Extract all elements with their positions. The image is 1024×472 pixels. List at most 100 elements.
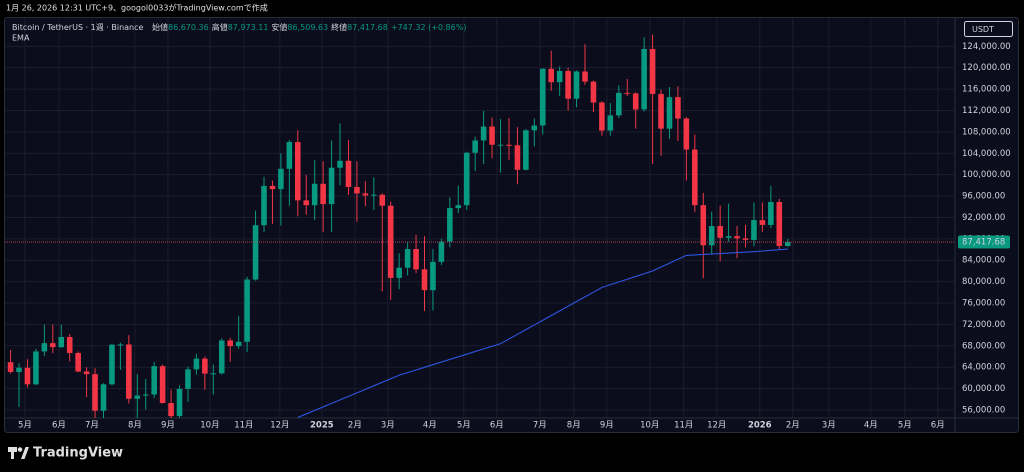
y-tick-label: 84,000.00 — [962, 256, 1005, 266]
y-tick-label: 60,000.00 — [962, 384, 1005, 394]
candle-body — [751, 220, 757, 240]
y-tick-label: 64,000.00 — [962, 363, 1005, 373]
candle-body — [109, 344, 115, 385]
candle-body — [582, 71, 588, 82]
y-tick-label: 108,000.00 — [962, 127, 1011, 137]
x-tick-label: 2026 — [748, 421, 772, 431]
candle-body — [700, 205, 707, 246]
candle-body — [210, 373, 217, 375]
x-tick-label: 12月 — [270, 421, 289, 431]
candle-body — [776, 201, 783, 246]
candle-body — [286, 142, 293, 169]
ema-line — [297, 248, 788, 418]
candle-body — [480, 126, 487, 141]
symbol: Bitcoin / TetherUS · 1週 · Binance — [12, 23, 144, 32]
candle-body — [489, 126, 495, 145]
currency[interactable]: USDT — [972, 25, 994, 34]
candle-body — [387, 205, 394, 278]
logo-shape — [11, 447, 14, 459]
x-tick-label: 5月 — [457, 421, 471, 431]
x-tick-label: 6月 — [52, 421, 66, 431]
x-tick-label: 2025 — [310, 421, 334, 431]
candle-body — [134, 395, 141, 399]
candle-body — [548, 68, 554, 83]
legend-change: +747.32 (+0.86%) — [391, 23, 467, 32]
candle-body — [497, 144, 504, 146]
candle-body — [768, 201, 774, 225]
candle-body — [683, 118, 690, 150]
grid — [5, 18, 955, 418]
candle-body — [269, 185, 276, 190]
candle-body — [759, 220, 766, 225]
candle-body — [624, 92, 631, 94]
y-tick-label: 112,000.00 — [962, 106, 1011, 116]
candle-body — [734, 236, 740, 239]
candle-body — [252, 225, 259, 280]
candle-body — [92, 374, 98, 411]
candle-body — [463, 152, 470, 206]
legend-value: 87,417.68 — [347, 23, 388, 32]
candle-body — [784, 241, 791, 246]
legend-label: 終値 — [331, 22, 347, 32]
candle-body — [311, 183, 318, 206]
y-tick-label: 80,000.00 — [962, 277, 1005, 287]
candle-body — [725, 236, 732, 238]
x-tick-label: 9月 — [161, 421, 175, 431]
chart-panel — [4, 17, 1019, 433]
candle-body — [278, 168, 284, 190]
y-tick-label: 68,000.00 — [962, 341, 1005, 351]
currency-box[interactable] — [964, 21, 1013, 37]
y-tick-label: 120,000.00 — [962, 63, 1011, 73]
axes: 56,000.00 60,000.00 64,000.00 68,000.00 72,0… — [18, 42, 1011, 431]
candle-body — [641, 49, 647, 110]
x-tick-label: 6月 — [931, 421, 945, 431]
y-tick-label: 116,000.00 — [962, 85, 1011, 95]
candle-body — [742, 238, 749, 240]
candle-body — [362, 193, 369, 196]
x-tick-label: 3月 — [822, 421, 836, 431]
candle-body — [16, 367, 22, 372]
legend-value: 86,509.63 — [287, 23, 328, 32]
logo-shape — [17, 447, 23, 452]
candle-body — [666, 97, 673, 129]
indicator-name: EMA — [12, 34, 30, 43]
candle-body — [523, 130, 529, 170]
candle-body — [379, 194, 386, 206]
candle-body — [100, 384, 107, 411]
legend-label: 始値 — [152, 22, 168, 32]
x-tick-label: 5月 — [898, 421, 912, 431]
candle-body — [447, 208, 453, 242]
candle-body — [218, 340, 225, 374]
candle-body — [75, 353, 81, 372]
x-tick-label: 7月 — [85, 421, 99, 431]
candle-body — [692, 149, 698, 206]
candle-body — [616, 92, 622, 116]
candle-body — [708, 226, 715, 246]
y-tick-label: 56,000.00 — [962, 405, 1005, 415]
candle-body — [176, 388, 183, 417]
y-tick-label: 100,000.00 — [962, 170, 1011, 180]
candle-body — [438, 241, 445, 262]
candle-body — [320, 183, 326, 205]
x-tick-label: 11月 — [234, 421, 253, 431]
candle-body — [413, 249, 419, 270]
logo-shape — [21, 447, 29, 459]
plot — [5, 34, 955, 418]
candle-body — [590, 81, 597, 103]
candle-body — [83, 371, 90, 375]
candle-body — [50, 343, 56, 348]
x-tick-label: 2月 — [786, 421, 800, 431]
legend-label: 安値 — [271, 22, 287, 32]
legend-label: 高値 — [212, 22, 228, 32]
candle-body — [24, 367, 31, 385]
candle-body — [66, 336, 73, 354]
candle-body — [168, 403, 174, 417]
last-price-label: 87,417.68 — [962, 237, 1005, 247]
brand-logo — [8, 447, 29, 459]
candle-body — [33, 351, 39, 385]
x-tick-label: 5月 — [18, 421, 32, 431]
candle-body — [658, 93, 664, 129]
last-price-box — [958, 235, 1010, 249]
y-tick-label: 92,000.00 — [962, 213, 1005, 223]
